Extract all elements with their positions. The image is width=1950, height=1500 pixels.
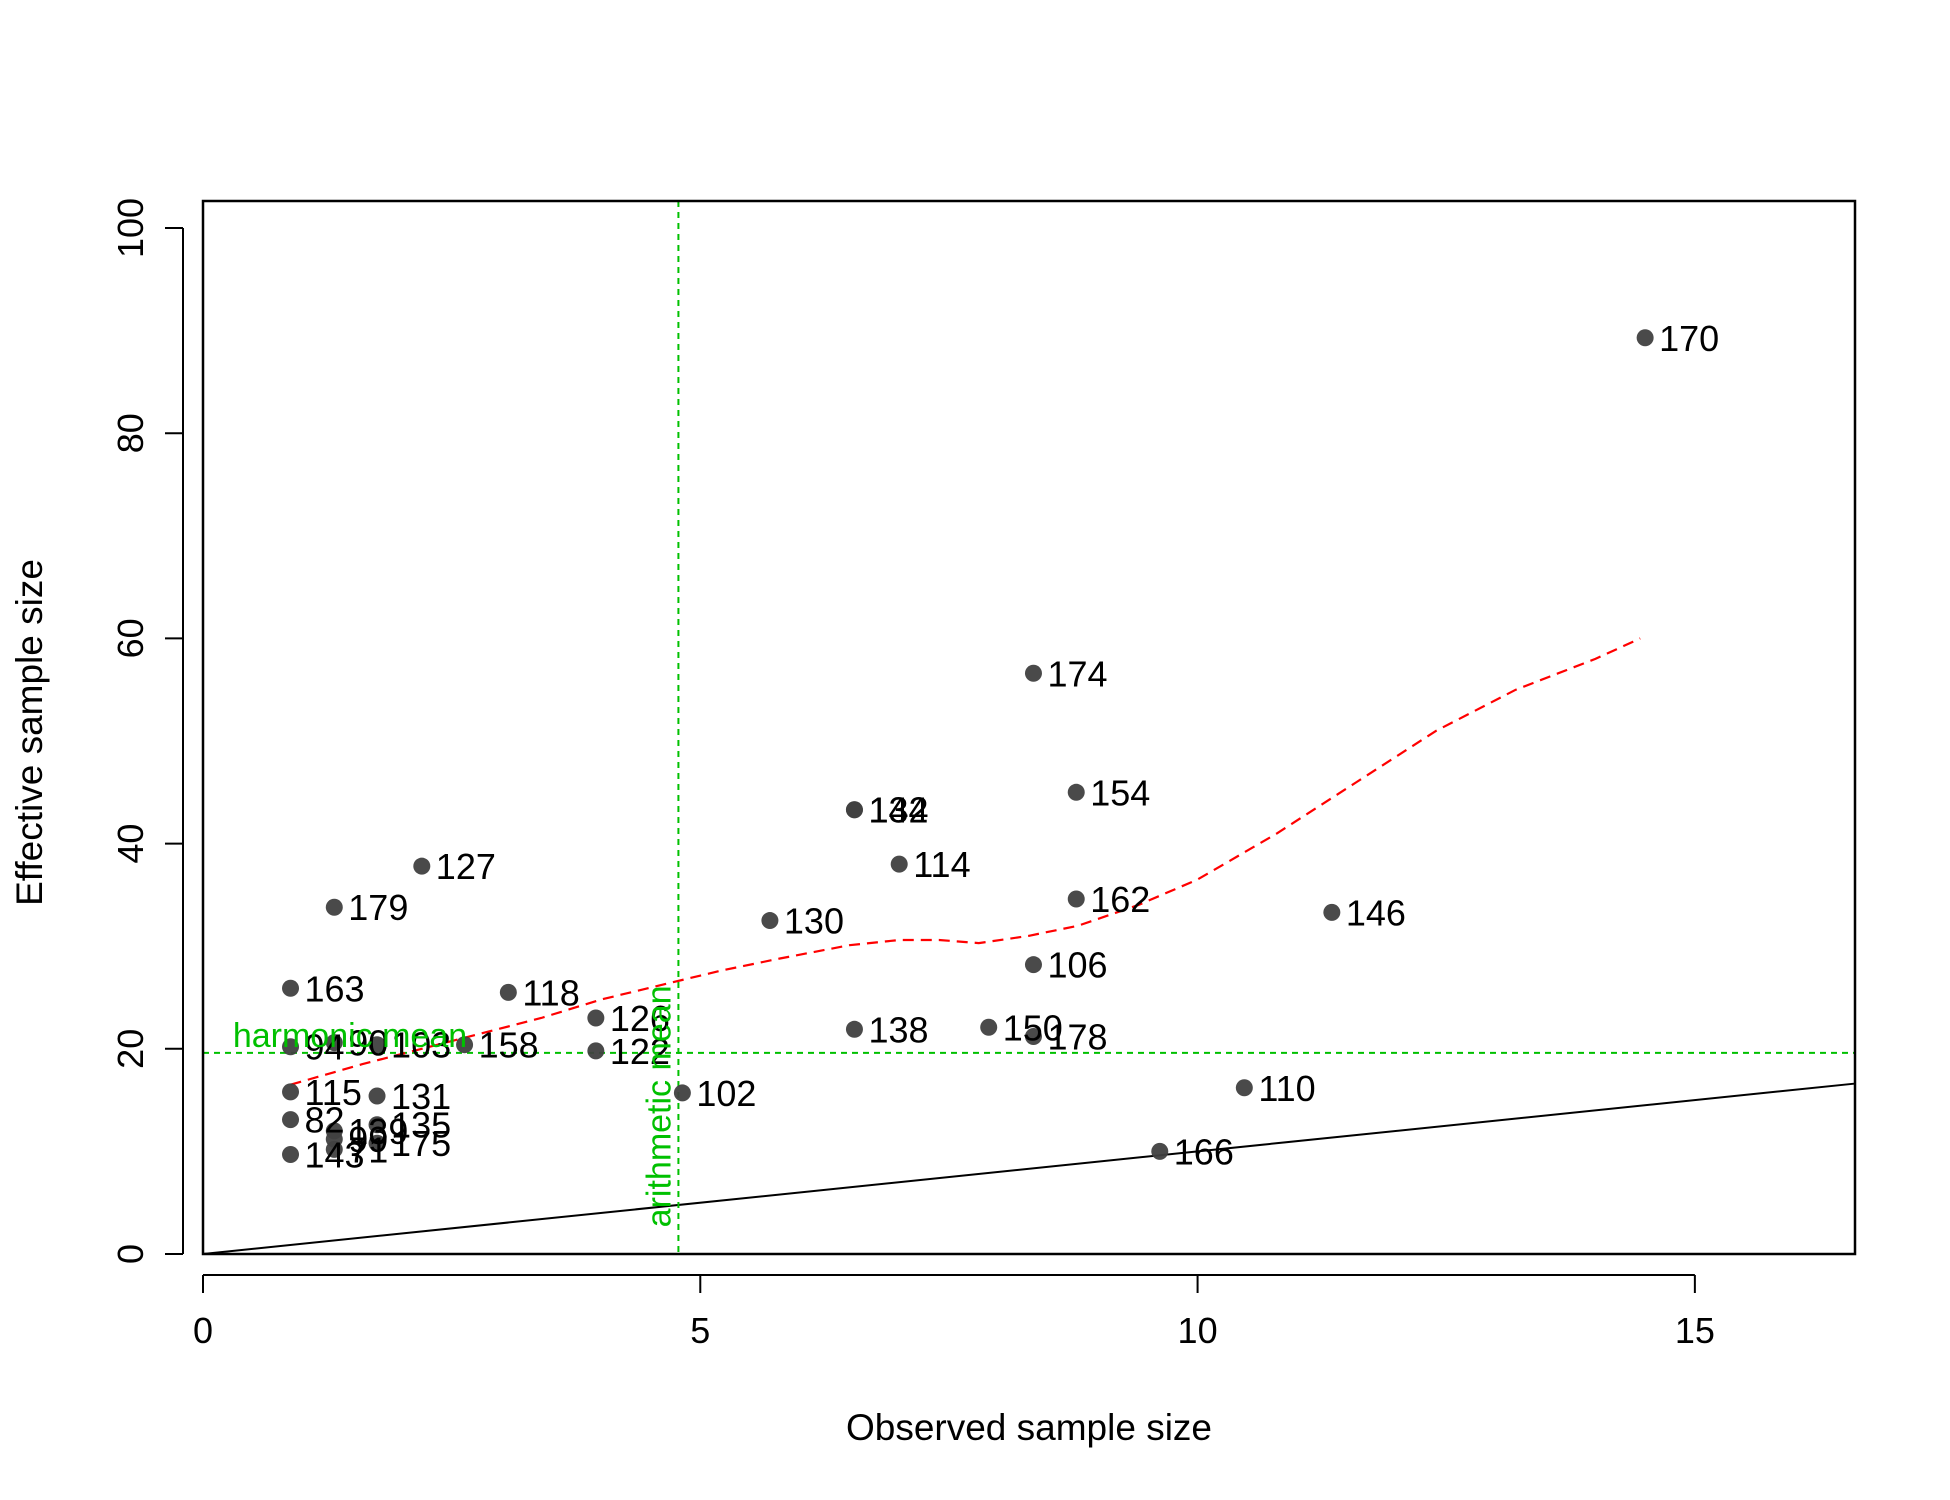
point-label: 110	[1258, 1068, 1315, 1109]
point-label: 118	[522, 972, 579, 1013]
point-label: 82	[305, 1100, 345, 1141]
point-label: 115	[305, 1072, 362, 1113]
point-label: 122	[610, 1031, 670, 1072]
identity-line	[203, 1082, 1855, 1254]
data-point	[1151, 1142, 1169, 1160]
data-point	[368, 1036, 386, 1054]
point-label: 71	[348, 1129, 388, 1170]
data-point	[1024, 1027, 1042, 1045]
point-label: 130	[784, 901, 844, 942]
data-point	[368, 1087, 386, 1105]
data-point	[456, 1036, 474, 1054]
data-point	[890, 855, 908, 873]
point-label: 106	[1047, 945, 1107, 986]
harmonic-mean-label: harmonic mean	[233, 1017, 467, 1055]
point-label: 126	[610, 998, 670, 1039]
data-point	[1636, 329, 1654, 347]
smooth-curve	[290, 637, 1641, 1086]
y-tick-label: 100	[110, 198, 151, 258]
point-label: 134	[868, 790, 928, 831]
point-label: 114	[913, 844, 970, 885]
data-point	[325, 1130, 343, 1148]
point-label: 166	[1174, 1131, 1234, 1172]
data-point	[587, 1009, 605, 1027]
data-point	[1323, 903, 1341, 921]
point-label: 131	[391, 1076, 451, 1117]
plot-frame	[201, 199, 1857, 1256]
point-label: 142	[868, 790, 928, 831]
point-label: 163	[305, 968, 365, 1009]
y-tick-label: 80	[110, 413, 151, 453]
point-label: 139	[348, 1111, 408, 1152]
arithmetic-mean-label: arithmetic mean	[640, 985, 678, 1227]
data-point	[282, 979, 300, 997]
point-label: 143	[305, 1134, 365, 1175]
data-point	[282, 1038, 300, 1056]
data-point	[413, 857, 431, 875]
point-label: 174	[1047, 653, 1107, 694]
point-label: 146	[1346, 892, 1406, 933]
point-label: 170	[1659, 318, 1719, 359]
point-label: 175	[391, 1123, 451, 1164]
data-point	[1067, 783, 1085, 801]
x-axis: 0 5 10 15	[193, 1274, 1715, 1351]
point-label: 135	[391, 1105, 451, 1146]
data-point	[499, 983, 517, 1001]
point-label: 94	[305, 1027, 345, 1068]
data-point	[1235, 1079, 1253, 1097]
point-label: 179	[348, 887, 408, 928]
data-point	[1024, 956, 1042, 974]
point-label: 154	[1090, 772, 1150, 813]
data-point	[587, 1042, 605, 1060]
data-point	[980, 1018, 998, 1036]
data-point	[1067, 890, 1085, 908]
point-label: 150	[1003, 1007, 1063, 1048]
y-tick-label: 20	[110, 1029, 151, 1069]
x-tick-label: 5	[690, 1310, 710, 1351]
point-label: 127	[436, 846, 496, 887]
point-label: 158	[479, 1025, 539, 1066]
data-point	[282, 1145, 300, 1163]
data-point	[761, 912, 779, 930]
data-point	[368, 1134, 386, 1152]
y-axis: 0 20 40 60 80 100	[110, 198, 184, 1264]
data-point	[845, 1020, 863, 1038]
y-tick-label: 60	[110, 618, 151, 658]
point-label: 162	[1090, 879, 1150, 920]
point-label: 90	[348, 1023, 388, 1064]
data-point	[282, 1111, 300, 1129]
data-point	[325, 898, 343, 916]
data-point	[368, 1116, 386, 1134]
y-tick-label: 0	[110, 1244, 151, 1264]
x-tick-label: 10	[1178, 1310, 1218, 1351]
data-point	[325, 1034, 343, 1052]
data-point	[845, 801, 863, 819]
y-axis-title: Effective sample size	[9, 559, 50, 906]
point-label: 99	[348, 1119, 388, 1160]
point-label: 138	[868, 1009, 928, 1050]
data-point	[1024, 664, 1042, 682]
point-label: 178	[1047, 1016, 1107, 1057]
x-tick-label: 15	[1675, 1310, 1715, 1351]
point-label: 102	[696, 1073, 756, 1114]
x-axis-title: Observed sample size	[846, 1407, 1212, 1448]
y-tick-label: 40	[110, 824, 151, 864]
data-point	[282, 1083, 300, 1101]
point-label: 103	[391, 1025, 451, 1066]
data-point	[673, 1084, 691, 1102]
x-tick-label: 0	[193, 1310, 213, 1351]
